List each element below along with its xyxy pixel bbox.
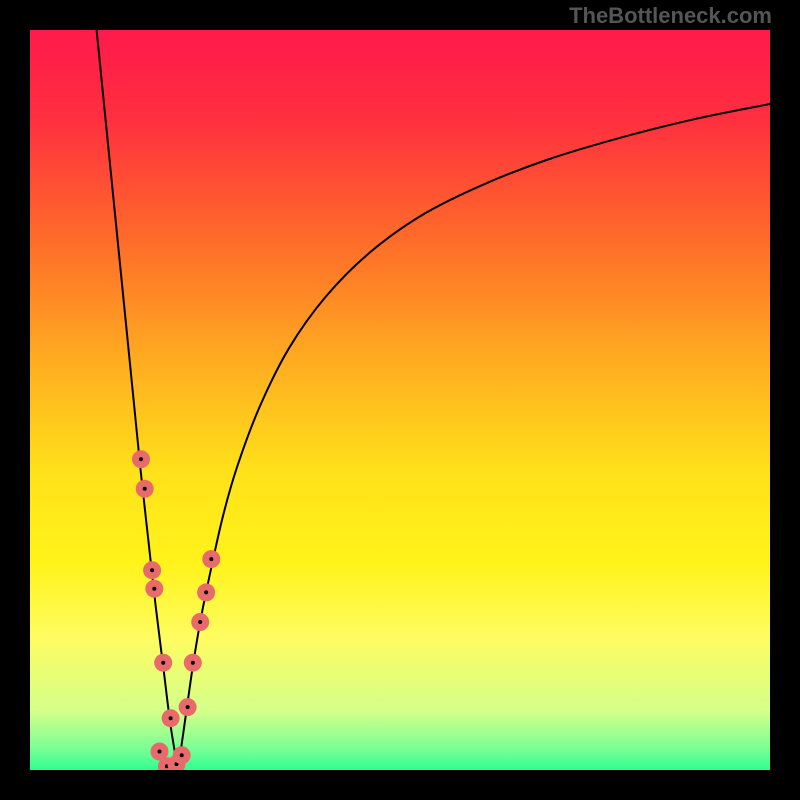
data-marker-dot xyxy=(150,568,154,572)
data-marker-dot xyxy=(191,661,195,665)
data-marker-dot xyxy=(180,753,184,757)
data-marker-dot xyxy=(198,620,202,624)
watermark-label: TheBottleneck.com xyxy=(569,3,772,29)
data-marker-dot xyxy=(169,716,173,720)
data-marker-dot xyxy=(158,750,162,754)
data-marker-dot xyxy=(143,487,147,491)
data-marker-dot xyxy=(161,661,165,665)
data-marker-dot xyxy=(209,557,213,561)
plot-background xyxy=(30,30,770,770)
data-marker-dot xyxy=(186,705,190,709)
data-marker-dot xyxy=(152,587,156,591)
data-marker-dot xyxy=(139,457,143,461)
data-marker-dot xyxy=(204,590,208,594)
bottleneck-chart xyxy=(30,30,770,770)
chart-canvas: TheBottleneck.com xyxy=(0,0,800,800)
